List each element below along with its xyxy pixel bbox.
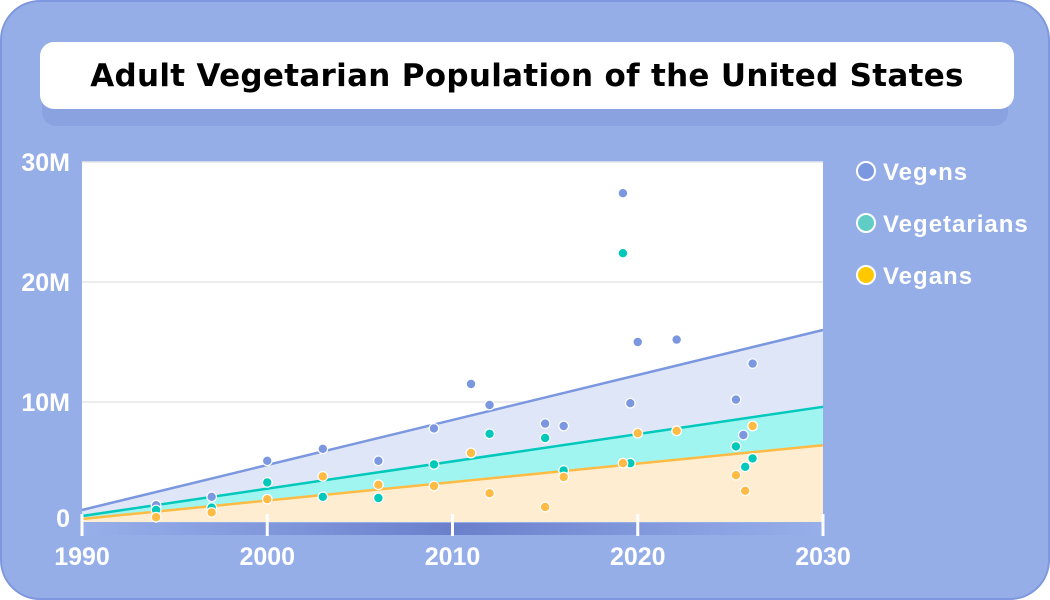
x-tick-label: 2010 <box>425 543 481 571</box>
data-point[interactable] <box>739 485 751 497</box>
chart-title: Adult Vegetarian Population of the Unite… <box>90 57 964 94</box>
data-point[interactable] <box>632 336 644 348</box>
x-tick-label: 2020 <box>610 543 666 571</box>
trend-line-0 <box>81 328 824 512</box>
data-point[interactable] <box>539 501 551 513</box>
legend-marker-icon <box>856 213 876 233</box>
data-point[interactable] <box>624 397 636 409</box>
data-point[interactable] <box>261 455 273 467</box>
y-tick-label: 10M <box>21 389 70 417</box>
x-tick-label: 2000 <box>239 543 295 571</box>
data-point[interactable] <box>739 461 751 473</box>
trend-line-1 <box>81 405 824 518</box>
data-point[interactable] <box>465 378 477 390</box>
data-point[interactable] <box>317 491 329 503</box>
data-point[interactable] <box>539 418 551 430</box>
data-point[interactable] <box>671 425 683 437</box>
y-tick-label: 30M <box>21 149 70 177</box>
legend-label[interactable]: Vegetarians <box>883 211 1029 238</box>
data-point[interactable] <box>484 487 495 499</box>
data-point[interactable] <box>428 480 440 492</box>
data-point[interactable] <box>747 420 759 432</box>
data-point[interactable] <box>484 428 495 440</box>
data-point[interactable] <box>558 471 570 483</box>
x-tick-label: 2030 <box>795 543 851 571</box>
data-point[interactable] <box>539 432 551 444</box>
data-point[interactable] <box>632 427 644 439</box>
title-box: Adult Vegetarian Population of the Unite… <box>40 42 1014 109</box>
data-point[interactable] <box>428 459 440 470</box>
data-point[interactable] <box>730 394 742 406</box>
data-point[interactable] <box>373 492 384 504</box>
y-tick-label: 20M <box>21 269 70 297</box>
data-point[interactable] <box>747 358 759 370</box>
x-tick-label: 1990 <box>54 543 110 571</box>
data-point[interactable] <box>747 453 759 464</box>
data-point[interactable] <box>617 187 629 199</box>
legend-label[interactable]: Vegans <box>883 263 973 290</box>
data-point[interactable] <box>617 457 629 469</box>
legend-marker-icon <box>856 161 876 181</box>
data-point[interactable] <box>465 447 477 459</box>
data-point[interactable] <box>150 511 162 523</box>
data-point[interactable] <box>671 334 683 346</box>
data-point[interactable] <box>558 420 570 432</box>
legend-label[interactable]: Veg•ns <box>883 159 968 186</box>
data-point[interactable] <box>317 443 329 455</box>
data-point[interactable] <box>317 471 329 482</box>
data-point[interactable] <box>730 441 742 452</box>
data-point[interactable] <box>730 469 742 481</box>
trend-line-2 <box>81 443 824 521</box>
data-point[interactable] <box>373 479 384 491</box>
data-point[interactable] <box>373 455 384 467</box>
data-point[interactable] <box>206 507 218 518</box>
y-tick-label: 0 <box>56 505 70 533</box>
data-point[interactable] <box>428 423 440 434</box>
data-point[interactable] <box>617 247 629 259</box>
data-point[interactable] <box>261 477 273 488</box>
legend-marker-icon <box>856 265 876 285</box>
data-point[interactable] <box>206 491 218 503</box>
data-point[interactable] <box>261 493 273 505</box>
data-point[interactable] <box>484 399 495 411</box>
data-point[interactable] <box>737 429 749 441</box>
